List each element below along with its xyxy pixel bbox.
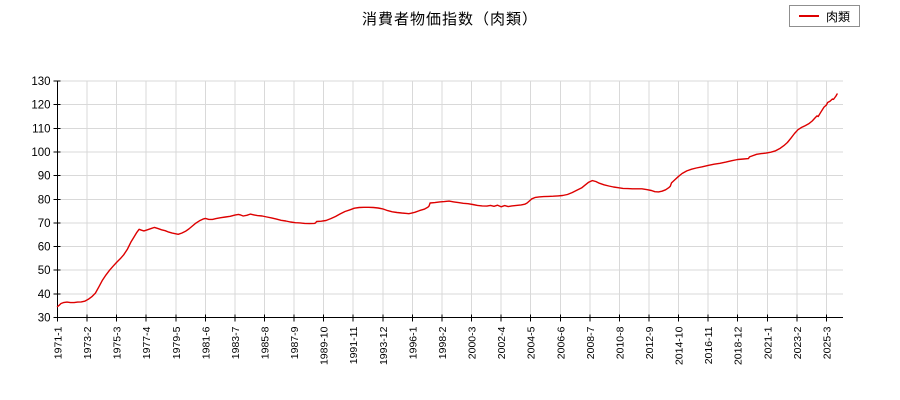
x-tick-label: 1993-12 <box>378 326 390 365</box>
x-tick-label: 2000-3 <box>467 326 479 359</box>
x-tick-label: 1987-9 <box>289 326 301 359</box>
y-tick-label: 130 <box>31 76 50 88</box>
tick-labels: 30 40 50 60 70 80 90 100 110 120 130 1971-1 1973-2 19… <box>31 76 833 365</box>
x-tick-label: 1975-3 <box>112 326 124 359</box>
x-tick-label: 1981-6 <box>200 326 212 359</box>
x-tick-label: 1996-1 <box>407 326 419 359</box>
chart-title: 消費者物価指数（肉類） <box>361 11 538 28</box>
legend-label: 肉類 <box>826 9 851 24</box>
cpi-line-series <box>56 93 838 308</box>
x-tick-label: 1983-7 <box>230 326 242 359</box>
x-tick-label: 2016-11 <box>703 326 715 364</box>
x-tick-label: 2023-2 <box>792 326 804 359</box>
x-tick-label: 1998-2 <box>437 326 449 359</box>
y-tick-label: 70 <box>38 218 51 230</box>
y-tick-label: 60 <box>38 242 51 254</box>
y-tick-label: 40 <box>38 289 51 301</box>
y-tick-label: 110 <box>32 123 50 135</box>
y-tick-label: 50 <box>38 265 51 277</box>
y-tick-label: 80 <box>38 194 51 206</box>
y-tick-label: 100 <box>31 147 50 159</box>
x-tick-label: 2002-4 <box>496 326 508 359</box>
axes <box>53 80 843 322</box>
gridlines <box>57 80 843 318</box>
x-tick-label: 2004-5 <box>526 326 538 359</box>
legend: 肉類 <box>789 5 861 27</box>
x-tick-label: 2018-12 <box>733 326 745 365</box>
y-tick-label: 90 <box>38 171 51 183</box>
x-tick-label: 2006-6 <box>555 326 567 359</box>
x-tick-label: 1971-1 <box>53 326 65 359</box>
x-tick-label: 2025-3 <box>821 326 833 359</box>
x-tick-label: 2012-9 <box>644 326 656 359</box>
x-tick-label: 2010-8 <box>614 326 626 359</box>
x-tick-label: 2008-7 <box>585 326 597 359</box>
x-tick-label: 1973-2 <box>82 326 94 359</box>
x-tick-label: 2021-1 <box>762 326 774 359</box>
x-tick-label: 1991-11 <box>348 326 360 364</box>
x-tick-label: 1979-5 <box>171 326 183 359</box>
x-tick-label: 1977-4 <box>141 326 153 359</box>
x-tick-label: 1989-10 <box>319 326 331 365</box>
y-tick-label: 120 <box>31 100 50 112</box>
x-tick-label: 2014-10 <box>674 326 686 365</box>
y-tick-label: 30 <box>38 313 51 325</box>
legend-line-swatch <box>799 15 819 17</box>
x-tick-label: 1985-8 <box>260 326 272 359</box>
